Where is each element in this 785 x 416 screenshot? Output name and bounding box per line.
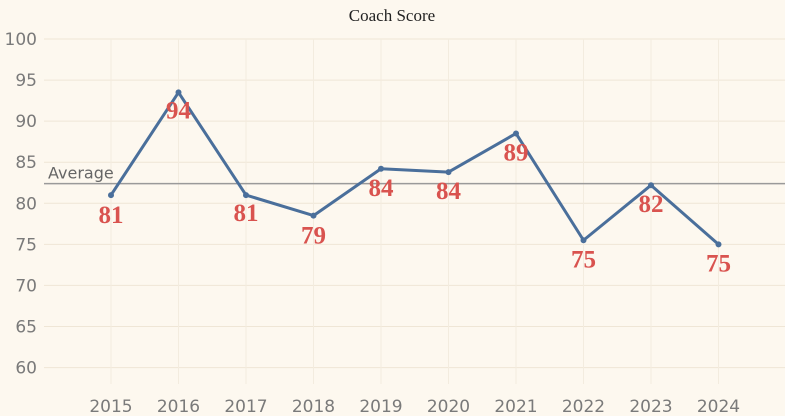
data-point <box>378 165 384 172</box>
x-tick-label: 2022 <box>562 397 605 416</box>
data-label: 81 <box>99 202 124 229</box>
x-tick-label: 2017 <box>224 397 267 416</box>
data-label: 75 <box>706 250 731 277</box>
x-tick-label: 2018 <box>292 397 335 416</box>
y-axis-ticks: 60 65 70 75 80 85 90 95 100 <box>5 30 37 379</box>
y-tick-label: 65 <box>15 318 37 338</box>
chart-title: Coach Score <box>349 6 435 25</box>
data-label: 79 <box>301 223 326 250</box>
data-point <box>513 130 519 137</box>
y-tick-label: 80 <box>15 194 37 214</box>
data-point <box>243 192 249 199</box>
data-point <box>310 212 317 219</box>
y-tick-label: 60 <box>15 359 37 379</box>
x-tick-label: 2019 <box>359 397 402 416</box>
grid <box>44 38 785 384</box>
x-tick-label: 2021 <box>494 397 537 416</box>
y-tick-label: 95 <box>15 71 37 91</box>
data-point <box>108 192 114 199</box>
y-tick-label: 70 <box>15 276 37 296</box>
y-tick-label: 90 <box>15 112 37 132</box>
x-axis-ticks: 2015 2016 2017 2018 2019 2020 2021 2022 2023 2024 <box>89 397 740 416</box>
series-layer <box>108 89 722 248</box>
data-label: 81 <box>234 200 259 227</box>
data-label: 94 <box>166 97 192 124</box>
y-tick-label: 75 <box>15 235 37 255</box>
average-reference: Average <box>44 164 785 185</box>
x-tick-label: 2016 <box>157 397 200 416</box>
data-label: 75 <box>571 246 596 273</box>
x-tick-label: 2023 <box>629 397 672 416</box>
data-point <box>715 241 722 248</box>
average-label: Average <box>48 164 114 183</box>
data-point <box>580 237 587 244</box>
data-label: 84 <box>369 175 395 202</box>
data-label: 82 <box>639 191 664 218</box>
x-tick-label: 2015 <box>89 397 132 416</box>
data-label: 84 <box>436 178 462 205</box>
x-tick-label: 2020 <box>427 397 470 416</box>
series-line <box>109 90 720 246</box>
data-point <box>445 169 452 176</box>
y-tick-label: 85 <box>15 153 37 173</box>
data-label: 89 <box>504 139 529 166</box>
data-point <box>648 182 654 189</box>
data-labels: 81 94 81 79 84 84 89 75 82 75 <box>99 97 732 277</box>
x-tick-label: 2024 <box>697 397 740 416</box>
data-point <box>175 89 182 96</box>
y-tick-label: 100 <box>5 30 37 50</box>
